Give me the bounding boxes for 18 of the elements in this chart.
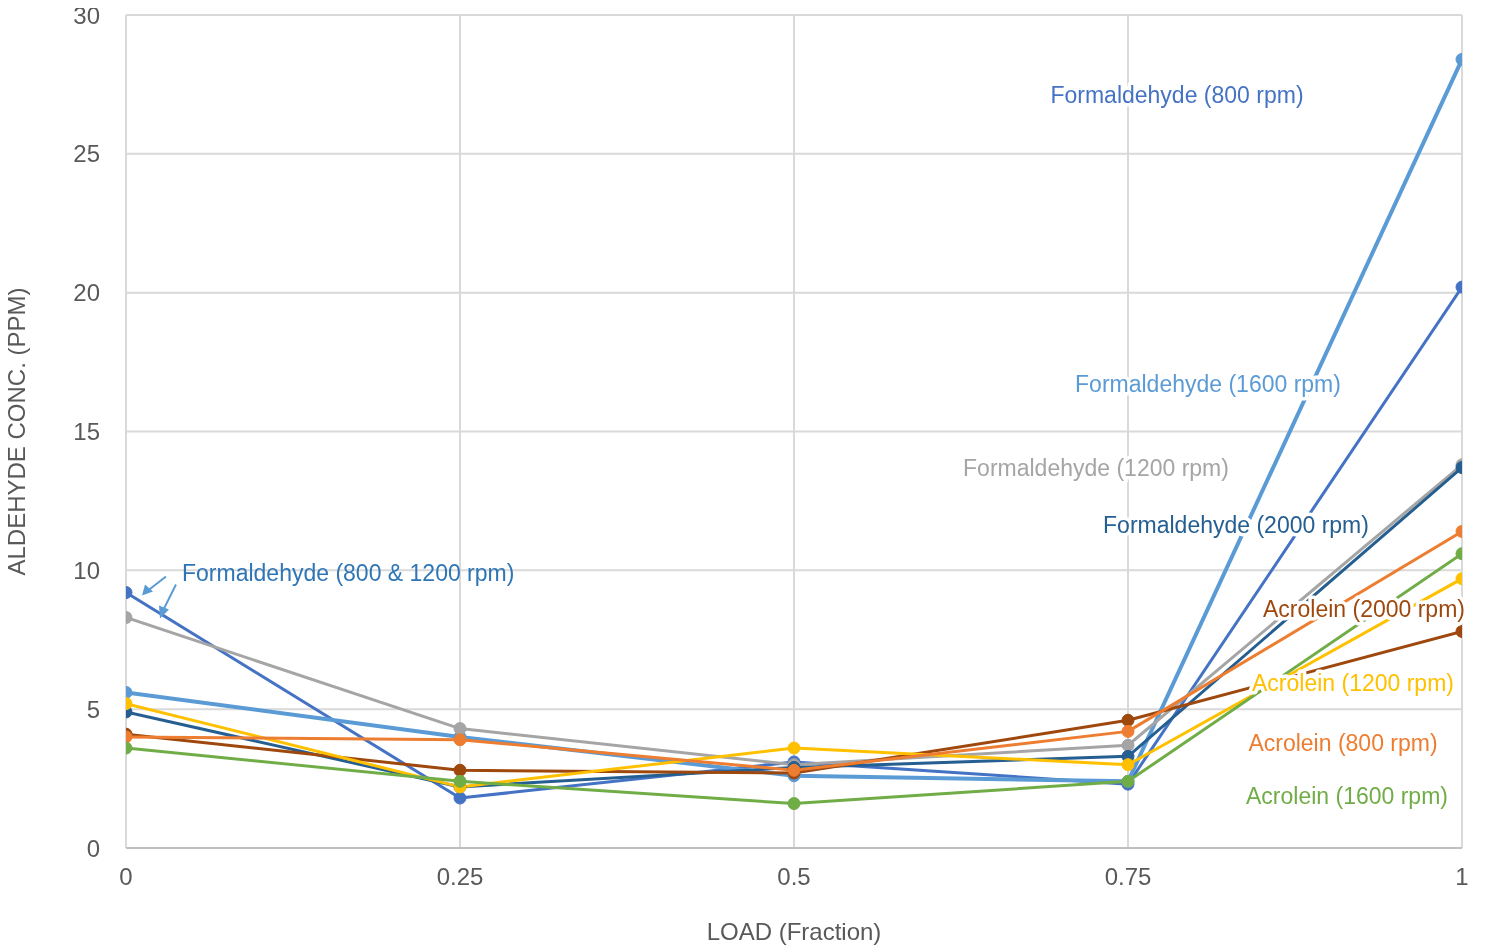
x-tick-label: 0.5 [777,863,811,891]
x-tick-label: 0 [119,863,133,891]
y-tick-label: 10 [73,556,100,584]
y-tick-label: 5 [86,695,100,723]
y-tick-label: 25 [73,140,100,168]
x-tick-label: 0.25 [436,863,484,891]
text: Acrolein (800 rpm) [1248,730,1438,757]
y-tick-label: 20 [73,279,100,307]
text: Formaldehyde (1200 rpm) [963,455,1229,482]
y-tick-label: 0 [86,834,100,862]
x-tick-label: 0.75 [1104,863,1152,891]
x-tick-label: 1 [1455,863,1469,891]
y-tick-label: 15 [73,418,100,446]
annotation: Formaldehyde (800 & 1200 rpm) [182,559,515,586]
y-axis-title: ALDEHYDE CONC. (PPM) [2,287,30,576]
text: Formaldehyde (800 rpm) [1050,82,1304,109]
x-axis-title: LOAD (Fraction) [706,918,882,945]
text: Acrolein (1600 rpm) [1246,783,1448,810]
